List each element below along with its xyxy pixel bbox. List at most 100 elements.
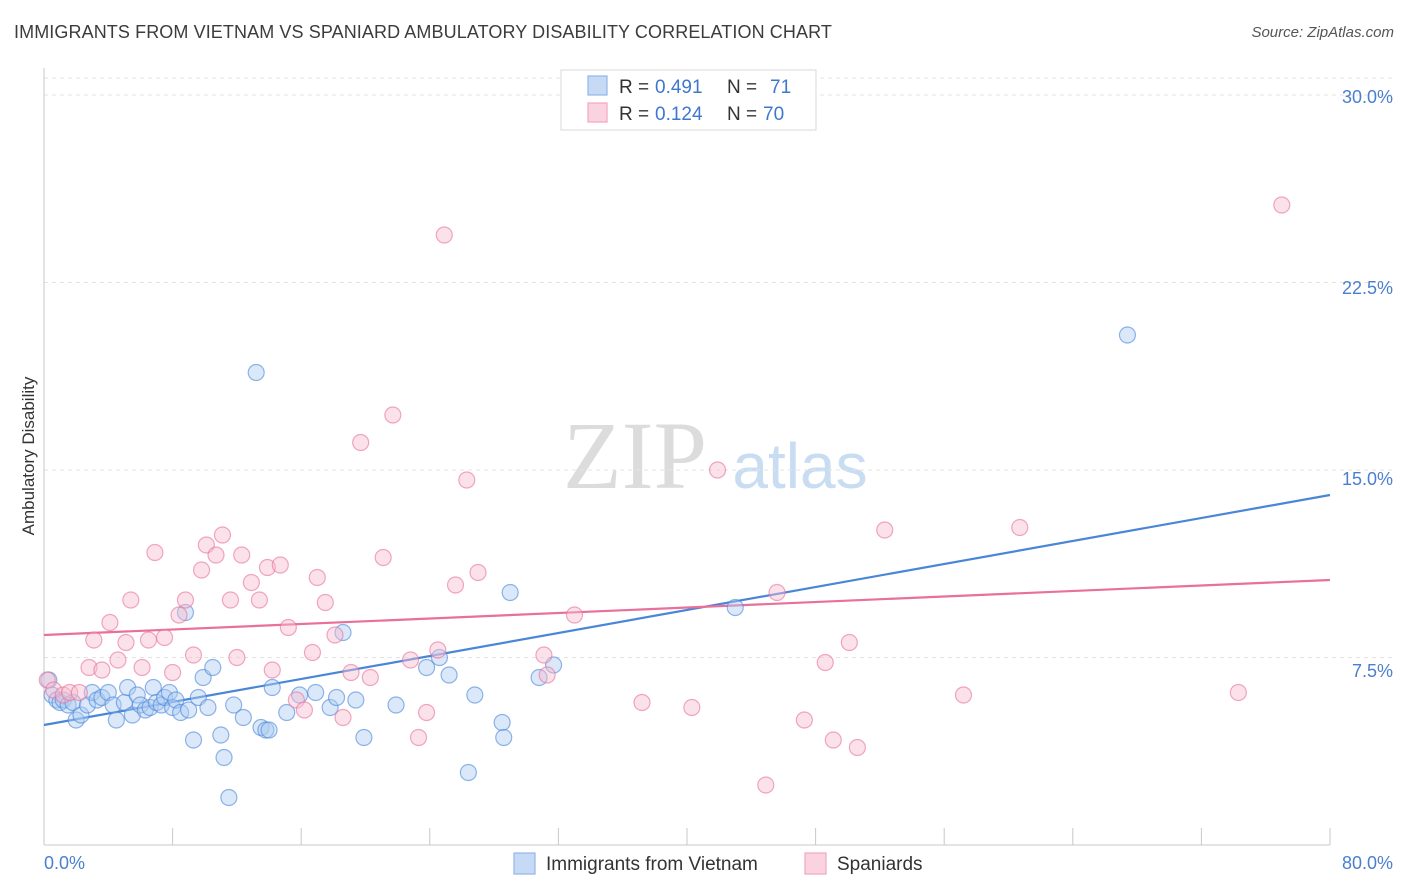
- scatter-point-spaniards-58: [708, 461, 727, 479]
- scatter-point-spaniards-39: [334, 708, 352, 727]
- bottom-legend-swatch-spaniards: [804, 852, 827, 875]
- scatter-point-spaniards-68: [1011, 518, 1029, 537]
- scatter-point-vietnam-61: [466, 686, 484, 704]
- scatter-point-spaniards-65: [848, 738, 866, 757]
- scatter-point-spaniards-18: [176, 591, 195, 609]
- scatter-point-vietnam-51: [321, 698, 339, 717]
- scatter-point-spaniards-37: [316, 593, 334, 612]
- legend-swatch-spaniards: [587, 102, 608, 123]
- scatter-point-vietnam-60: [459, 763, 477, 782]
- scatter-point-spaniards-20: [192, 561, 211, 579]
- legend-n-value-vietnam: 71: [770, 77, 791, 98]
- scatter-point-spaniards-53: [535, 646, 553, 664]
- scatter-point-spaniards-59: [757, 776, 775, 794]
- scatter-point-spaniards-9: [109, 651, 127, 669]
- legend-swatch-vietnam: [587, 75, 608, 96]
- scatter-point-vietnam-68: [1118, 326, 1137, 344]
- scatter-point-spaniards-54: [538, 666, 556, 684]
- scatter-point-spaniards-57: [683, 698, 701, 717]
- scatter-point-spaniards-28: [250, 591, 269, 609]
- scatter-point-spaniards-47: [417, 703, 436, 722]
- scatter-point-vietnam-41: [225, 696, 243, 714]
- legend: R = 0.491 N = 71 R = 0.124 N = 70: [560, 69, 817, 131]
- scatter-point-spaniards-26: [233, 546, 251, 564]
- scatter-point-spaniards-42: [361, 668, 379, 687]
- bottom-legend-label-vietnam: Immigrants from Vietnam: [546, 854, 758, 875]
- scatter-point-vietnam-15: [107, 711, 125, 729]
- scatter-point-spaniards-36: [308, 568, 326, 587]
- legend-r-value-vietnam: 0.491: [655, 77, 703, 98]
- legend-n-label-vietnam: N =: [727, 77, 757, 98]
- scatter-point-vietnam-63: [495, 728, 513, 747]
- scatter-point-vietnam-19: [128, 686, 146, 704]
- scatter-point-spaniards-63: [824, 731, 842, 749]
- scatter-point-spaniards-14: [146, 543, 164, 562]
- scatter-point-spaniards-19: [184, 646, 203, 664]
- scatter-point-vietnam-8: [72, 706, 90, 724]
- scatter-point-spaniards-64: [840, 633, 858, 652]
- scatter-point-spaniards-40: [342, 663, 360, 682]
- scatter-point-spaniards-23: [213, 526, 232, 544]
- scatter-point-spaniards-3: [61, 683, 79, 702]
- scatter-point-spaniards-16: [164, 663, 182, 682]
- scatter-point-vietnam-48: [278, 703, 296, 722]
- scatter-point-spaniards-8: [101, 613, 119, 632]
- scatter-point-spaniards-51: [458, 471, 476, 489]
- bottom-legend-label-spaniards: Spaniards: [837, 854, 923, 875]
- scatter-point-spaniards-66: [876, 521, 894, 539]
- scatter-point-spaniards-32: [279, 618, 297, 637]
- watermark-atlas: atlas: [732, 430, 867, 502]
- scatter-point-vietnam-38: [212, 726, 230, 744]
- legend-n-value-spaniards: 70: [763, 104, 784, 125]
- scatter-point-vietnam-47: [263, 678, 281, 697]
- scatter-point-vietnam-39: [215, 748, 233, 767]
- scatter-point-spaniards-7: [93, 661, 111, 679]
- y-tick-label-7-5: 7.5%: [1352, 661, 1393, 681]
- scatter-point-spaniards-4: [70, 683, 88, 702]
- bottom-legend: Immigrants from Vietnam Spaniards: [513, 852, 923, 875]
- legend-n-label-spaniards: N =: [727, 104, 757, 125]
- trend-line-vietnam: [43, 493, 1331, 727]
- x-tick-label-max: 80.0%: [1342, 853, 1393, 873]
- scatter-point-vietnam-50: [307, 683, 325, 702]
- scatter-point-spaniards-69: [1229, 683, 1247, 702]
- scatter-point-vietnam-43: [247, 363, 265, 382]
- scatter-point-spaniards-22: [207, 546, 225, 564]
- scatter-point-spaniards-0: [38, 671, 56, 689]
- scatter-point-spaniards-41: [352, 433, 370, 452]
- scatter-point-vietnam-40: [220, 788, 238, 807]
- scatter-point-spaniards-24: [221, 591, 240, 609]
- scatter-point-vietnam-55: [355, 728, 373, 747]
- scatter-point-vietnam-56: [387, 696, 405, 714]
- scatter-point-spaniards-11: [122, 591, 140, 609]
- scatter-point-spaniards-62: [816, 653, 834, 672]
- scatter-point-vietnam-54: [347, 691, 365, 709]
- scatter-point-spaniards-34: [295, 701, 314, 719]
- scatter-point-spaniards-25: [228, 648, 246, 667]
- chart-title: IMMIGRANTS FROM VIETNAM VS SPANIARD AMBU…: [14, 22, 832, 42]
- y-axis-label: Ambulatory Disability: [19, 376, 38, 535]
- scatter-point-spaniards-49: [435, 226, 453, 244]
- scatter-point-spaniards-70: [1273, 196, 1291, 214]
- scatter-point-vietnam-62: [493, 713, 511, 732]
- legend-r-value-spaniards: 0.124: [655, 104, 703, 125]
- scatter-point-vietnam-67: [726, 598, 744, 617]
- scatter-point-spaniards-50: [446, 576, 465, 594]
- scatter-point-vietnam-36: [199, 698, 217, 717]
- trend-lines: [43, 493, 1331, 727]
- scatter-point-spaniards-43: [374, 548, 392, 567]
- legend-r-label-vietnam: R =: [619, 77, 649, 98]
- scatter-point-vietnam-33: [184, 731, 203, 749]
- x-tick-label-min: 0.0%: [44, 853, 85, 873]
- scatter-point-spaniards-45: [401, 651, 420, 669]
- scatter-point-spaniards-48: [429, 641, 447, 659]
- axes: [43, 68, 1331, 846]
- y-tick-label-22-5: 22.5%: [1342, 278, 1393, 298]
- scatter-point-spaniards-35: [303, 643, 322, 662]
- scatter-point-vietnam-37: [204, 658, 222, 677]
- scatter-point-spaniards-61: [795, 711, 813, 729]
- y-tick-label-15: 15.0%: [1342, 469, 1393, 489]
- scatter-point-spaniards-5: [80, 658, 98, 677]
- scatter-point-spaniards-6: [85, 631, 103, 649]
